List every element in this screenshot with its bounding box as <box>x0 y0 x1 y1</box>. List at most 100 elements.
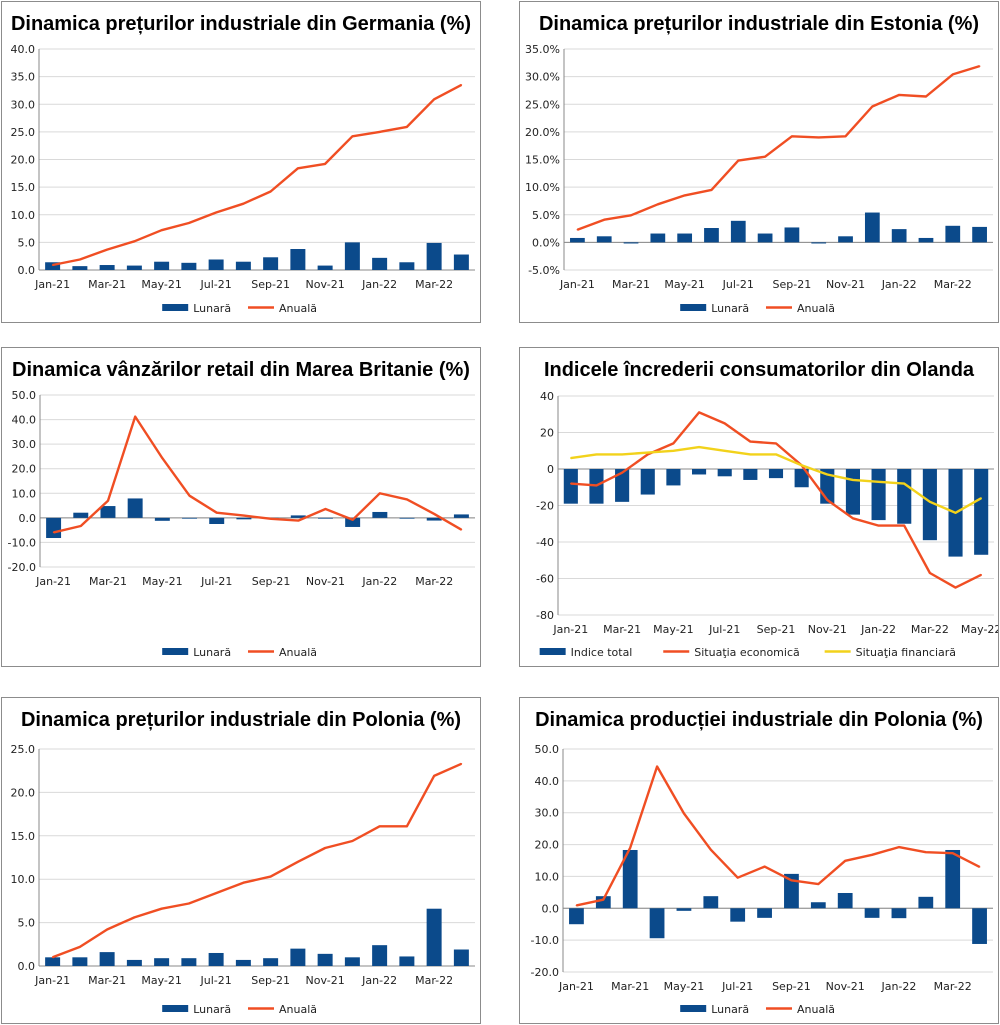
bar <box>974 469 989 555</box>
line-point <box>242 202 245 205</box>
x-tick-label: Mar-21 <box>88 974 126 987</box>
series-line <box>52 83 462 267</box>
chart-panel-poland-ip: Dinamica producției industriale din Polo… <box>519 697 999 1024</box>
x-tick-label: Jan-21 <box>35 575 71 588</box>
bar <box>399 956 415 966</box>
line-point <box>683 812 685 815</box>
bar <box>704 228 719 243</box>
y-tick-label: 40.0 <box>12 414 37 427</box>
line-point <box>51 956 54 959</box>
line-point <box>710 189 713 191</box>
line-point <box>844 860 846 862</box>
bar <box>181 262 197 270</box>
bar <box>810 902 826 909</box>
legend-swatch-bar <box>162 304 189 311</box>
bar <box>570 237 585 243</box>
line-point <box>188 222 190 224</box>
legend-swatch-bar <box>680 1005 707 1012</box>
line-point <box>951 73 954 76</box>
bar <box>922 469 937 541</box>
bar <box>235 959 251 966</box>
x-tick-label: May-21 <box>141 974 182 987</box>
y-tick-label: 0.0 <box>18 960 36 973</box>
line-point <box>269 190 272 193</box>
bar <box>317 265 333 270</box>
x-tick-label: Mar-21 <box>88 278 126 291</box>
bar <box>703 896 719 909</box>
line-point <box>826 499 829 501</box>
x-tick-label: Jan-21 <box>34 278 70 291</box>
line-point <box>106 248 108 251</box>
bar <box>838 236 853 243</box>
line-point <box>433 98 435 101</box>
bar <box>372 945 388 966</box>
line-point <box>570 482 572 485</box>
bar <box>399 517 415 519</box>
line-point <box>351 840 354 842</box>
y-tick-label: 40.0 <box>535 775 560 788</box>
bar <box>640 469 655 495</box>
line-point <box>903 524 906 527</box>
y-tick-label: 10.0 <box>11 873 36 886</box>
line-point <box>160 907 163 910</box>
bar <box>72 957 88 966</box>
x-tick-label: Mar-21 <box>603 623 641 636</box>
line-point <box>775 442 777 445</box>
line-point <box>710 848 712 851</box>
y-tick-label: 5.0 <box>18 236 36 249</box>
line-point <box>269 875 272 878</box>
line-point <box>161 457 164 459</box>
y-tick-label: 40 <box>540 390 554 403</box>
x-tick-label: Jan-22 <box>361 974 397 987</box>
y-tick-label: 25.0 <box>11 126 36 139</box>
line-point <box>133 916 136 919</box>
line-point <box>378 131 381 133</box>
bar <box>236 517 252 520</box>
line-point <box>188 902 190 905</box>
legend-label: Anuală <box>797 302 835 315</box>
line-point <box>107 499 109 502</box>
bar <box>154 517 170 521</box>
line-point <box>749 453 752 456</box>
bar <box>650 233 666 243</box>
line-point <box>723 449 726 452</box>
bar <box>897 469 912 524</box>
line-point <box>656 765 658 768</box>
x-tick-label: Jan-22 <box>361 278 397 291</box>
legend-label: Situaţia financiară <box>856 646 956 659</box>
bar <box>208 259 224 270</box>
x-tick-label: May-22 <box>961 623 998 636</box>
x-tick-label: Nov-21 <box>826 278 865 291</box>
y-tick-label: 30.0 <box>12 438 37 451</box>
chart-title: Indicele încrederii consumatorilor din O… <box>544 359 975 381</box>
x-tick-label: Nov-21 <box>306 974 345 987</box>
line-point <box>602 898 605 901</box>
y-tick-label: 15.0 <box>11 830 36 843</box>
y-tick-label: 0.0 <box>542 902 560 915</box>
chart-panel-estonia-ppi: Dinamica prețurilor industriale din Esto… <box>519 1 999 323</box>
x-tick-label: May-21 <box>664 980 705 993</box>
bar <box>399 262 415 270</box>
y-tick-label: 35.0% <box>525 43 560 56</box>
line-point <box>723 422 726 425</box>
bar <box>453 949 469 966</box>
x-tick-label: Nov-21 <box>808 623 847 636</box>
bar <box>208 952 224 966</box>
line-point <box>460 528 463 531</box>
line-point <box>351 519 354 521</box>
line-point <box>160 229 163 232</box>
legend-label: Anuală <box>279 302 317 315</box>
bar <box>784 873 799 909</box>
bar <box>743 469 758 480</box>
y-tick-label: 30.0% <box>525 71 560 84</box>
x-tick-label: May-21 <box>653 623 694 636</box>
line-point <box>406 126 408 128</box>
x-tick-label: Mar-21 <box>612 278 650 291</box>
line-point <box>877 480 880 483</box>
x-tick-label: Jan-22 <box>361 575 397 588</box>
line-point <box>378 825 381 828</box>
bar <box>569 908 584 925</box>
y-tick-label: 25.0 <box>11 743 36 756</box>
bar <box>794 469 809 488</box>
bar <box>945 225 961 243</box>
